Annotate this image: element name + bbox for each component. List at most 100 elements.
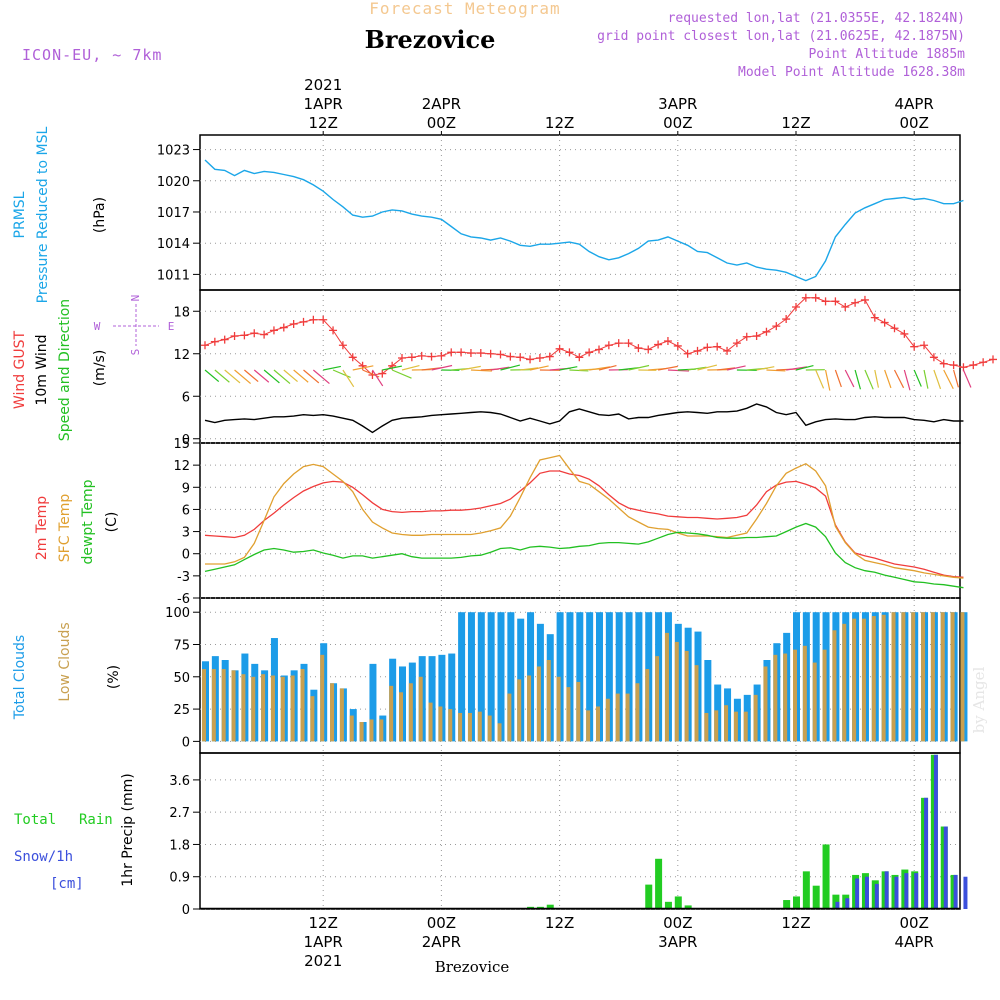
wind-gust-marker xyxy=(989,355,997,364)
total-clouds-bar xyxy=(428,656,436,742)
low-clouds-bar xyxy=(339,688,344,742)
temp-sfc-line xyxy=(205,454,964,579)
wind-direction-arrow xyxy=(766,369,786,372)
total-clouds-bar xyxy=(596,612,603,742)
wind-gust-marker xyxy=(732,339,741,348)
wind-direction-arrow xyxy=(943,369,954,389)
wind-gust-marker xyxy=(486,349,495,358)
low-clouds-label: Low Clouds xyxy=(57,622,73,701)
wind-gust-marker xyxy=(614,339,623,348)
wind-10m-label: 10m Wind xyxy=(34,334,50,405)
snow-bar xyxy=(904,873,909,909)
low-clouds-bar xyxy=(783,653,788,742)
wind-gust-marker xyxy=(693,346,702,355)
total-clouds-bar xyxy=(467,612,475,742)
wind-direction-arrow xyxy=(628,364,650,371)
prmsl-series-line xyxy=(204,159,964,282)
precip-tick-label: 0 xyxy=(182,903,190,918)
wind-gust-marker xyxy=(535,354,544,362)
temp-tick-label: 6 xyxy=(182,503,190,518)
low-clouds-bar xyxy=(221,669,226,742)
temp-tick-label: -6 xyxy=(177,592,190,607)
total-clouds-bar xyxy=(438,654,446,742)
low-clouds-bar xyxy=(458,712,463,742)
model-altitude: Model Point Altitude 1628.38m xyxy=(738,65,965,80)
wind-direction-arrow xyxy=(204,369,220,383)
wind-direction-arrow xyxy=(717,367,736,371)
wind-gust-marker xyxy=(604,341,613,350)
precip-unit-label: 1hr Precip (mm) xyxy=(120,773,136,886)
wind-gust-marker xyxy=(585,348,594,357)
low-clouds-bar xyxy=(507,693,512,742)
low-clouds-bar xyxy=(261,674,266,742)
clouds-tick-label: 100 xyxy=(165,606,190,621)
snow-bar xyxy=(933,754,938,909)
total-clouds-bar xyxy=(497,612,505,742)
wind-direction-arrow xyxy=(431,364,453,371)
low-clouds-bar xyxy=(802,645,807,742)
wind-gust-marker xyxy=(900,329,909,338)
wind-gust-marker xyxy=(801,293,810,302)
snow-bar xyxy=(953,874,958,909)
low-clouds-bar xyxy=(763,666,768,742)
temp-tick-label: 9 xyxy=(182,481,190,496)
top-time-label: 00Z xyxy=(900,114,929,132)
temp-dewpt-line xyxy=(204,522,964,589)
top-time-label: 12Z xyxy=(309,114,338,132)
total-clouds-bar xyxy=(448,653,456,742)
temp-2m-label: 2m Temp xyxy=(34,496,50,560)
compass-s: S xyxy=(129,349,142,356)
bottom-time-label: 12Z xyxy=(781,914,810,932)
low-clouds-bar xyxy=(694,665,699,742)
wind-direction-arrow xyxy=(312,369,330,384)
total-clouds-bar xyxy=(566,612,574,742)
low-clouds-bar xyxy=(773,654,778,742)
wind-direction-arrow xyxy=(834,369,842,388)
compass-n: N xyxy=(129,295,142,302)
low-clouds-bar xyxy=(793,649,797,742)
wind-gust-marker xyxy=(309,315,318,324)
wind-gust-marker xyxy=(841,303,850,311)
rain-bar xyxy=(645,884,653,909)
wind-gust-marker xyxy=(634,344,643,353)
wind-gust-marker xyxy=(378,369,387,378)
pressure-tick-label: 1023 xyxy=(157,144,190,159)
wind-gust-marker xyxy=(201,341,209,350)
total-label: Total xyxy=(14,812,56,828)
wind-gust-marker xyxy=(526,355,535,364)
low-clouds-bar xyxy=(202,669,206,742)
wind-gust-marker xyxy=(949,361,958,370)
low-clouds-bar xyxy=(655,656,660,742)
wind-direction-arrow xyxy=(697,364,718,371)
pressure-tick-label: 1011 xyxy=(157,268,190,283)
wind-gust-marker xyxy=(703,343,712,352)
wind-direction-arrow xyxy=(923,369,929,389)
low-clouds-bar xyxy=(615,693,620,742)
temp-tick-label: 0 xyxy=(182,548,190,563)
low-clouds-bar xyxy=(911,612,916,742)
wind-direction-arrow xyxy=(726,365,746,371)
total-clouds-bar xyxy=(586,612,594,742)
wind-direction-arrow xyxy=(687,366,707,371)
rain-bar xyxy=(655,858,663,909)
snow-bar xyxy=(914,873,919,909)
low-clouds-bar xyxy=(408,683,413,742)
wind-gust-marker xyxy=(673,341,682,350)
total-clouds-label: Total Clouds xyxy=(12,635,28,720)
bottom-time-label: 12Z xyxy=(545,914,574,932)
wind-direction-arrow xyxy=(962,369,972,388)
temp-tick-label: 12 xyxy=(173,459,190,474)
precip-tick-label: 1.8 xyxy=(169,838,190,853)
top-time-label: 1APR xyxy=(304,95,343,113)
temp-2m-line xyxy=(204,470,964,578)
low-clouds-bar xyxy=(566,687,571,742)
wind-gust-marker xyxy=(329,326,338,335)
low-clouds-bar xyxy=(832,630,837,742)
bottom-time-label: 2APR xyxy=(422,933,461,951)
wind-gust-marker xyxy=(683,349,692,358)
low-clouds-bar xyxy=(546,660,551,742)
wind-gust-label: Wind GUST xyxy=(12,330,28,409)
wind-gust-marker xyxy=(910,342,919,351)
low-clouds-bar xyxy=(517,679,522,742)
low-clouds-bar xyxy=(605,698,610,742)
